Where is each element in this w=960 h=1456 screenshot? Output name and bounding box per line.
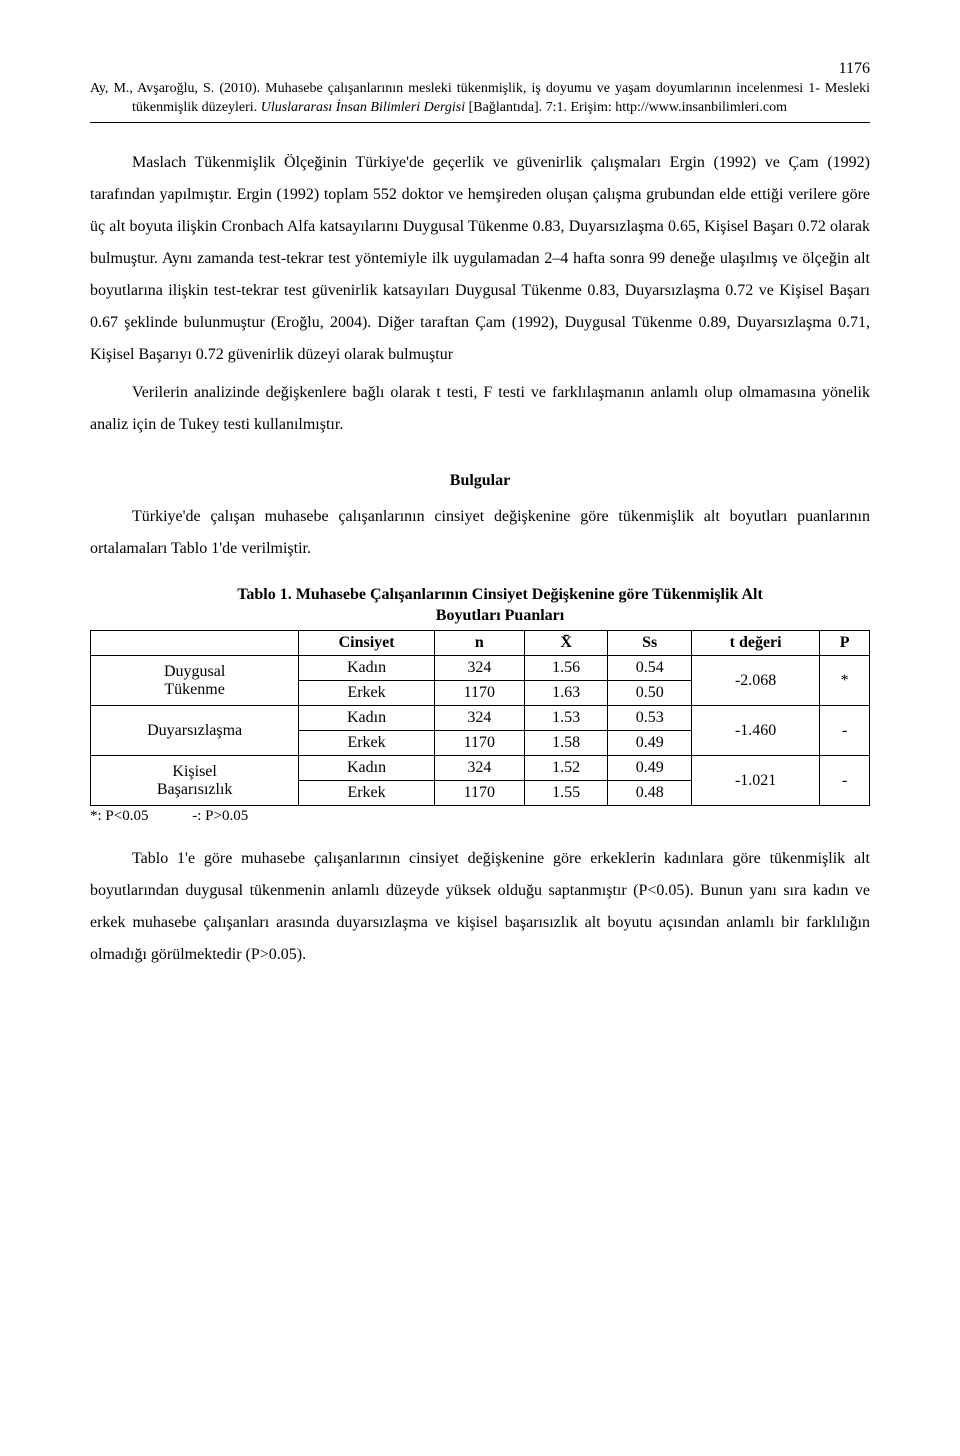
cell-n: 324 xyxy=(434,706,524,731)
cell-ss: 0.53 xyxy=(608,706,692,731)
cell-t: -1.021 xyxy=(692,756,820,806)
cell-n: 1170 xyxy=(434,731,524,756)
col-ss: Ss xyxy=(608,631,692,656)
citation-line3: [Bağlantıda]. 7:1. Erişim: http://www.in… xyxy=(469,100,787,115)
table-caption-line2: Boyutları Puanları xyxy=(436,607,564,624)
cell-n: 324 xyxy=(434,656,524,681)
cell-mean: 1.53 xyxy=(524,706,608,731)
col-blank xyxy=(91,631,299,656)
cell-cinsiyet: Erkek xyxy=(299,731,435,756)
body-text-after-table: Tablo 1'e göre muhasebe çalışanlarının c… xyxy=(90,843,870,971)
citation-line1: Ay, M., Avşaroğlu, S. (2010). Muhasebe ç… xyxy=(90,81,651,96)
cell-cinsiyet: Kadın xyxy=(299,706,435,731)
table-caption-line1: Tablo 1. Muhasebe Çalışanlarının Cinsiye… xyxy=(237,586,763,603)
row-group-label: KişiselBaşarısızlık xyxy=(91,756,299,806)
table-caption: Tablo 1. Muhasebe Çalışanlarının Cinsiye… xyxy=(90,585,870,627)
cell-cinsiyet: Kadın xyxy=(299,756,435,781)
paragraph-2: Verilerin analizinde değişkenlere bağlı … xyxy=(90,377,870,441)
col-p: P xyxy=(820,631,870,656)
cell-mean: 1.63 xyxy=(524,681,608,706)
cell-mean: 1.56 xyxy=(524,656,608,681)
cell-ss: 0.48 xyxy=(608,781,692,806)
cell-p: * xyxy=(820,656,870,706)
table-header-row: Cinsiyet n X̄ Ss t değeri P xyxy=(91,631,870,656)
cell-n: 324 xyxy=(434,756,524,781)
cell-ss: 0.49 xyxy=(608,756,692,781)
col-t: t değeri xyxy=(692,631,820,656)
cell-mean: 1.55 xyxy=(524,781,608,806)
table-1: Cinsiyet n X̄ Ss t değeri P DuygusalTüke… xyxy=(90,630,870,806)
paragraph-3: Türkiye'de çalışan muhasebe çalışanların… xyxy=(90,501,870,565)
table-row: DuygusalTükenmeKadın3241.560.54-2.068* xyxy=(91,656,870,681)
row-group-label: DuygusalTükenme xyxy=(91,656,299,706)
row-group-label: Duyarsızlaşma xyxy=(91,706,299,756)
table-footnote: *: P<0.05 -: P>0.05 xyxy=(90,808,870,825)
section-heading-bulgular: Bulgular xyxy=(90,465,870,497)
col-mean: X̄ xyxy=(524,631,608,656)
footnote-b: -: P>0.05 xyxy=(192,808,248,824)
cell-ss: 0.54 xyxy=(608,656,692,681)
page-number: 1176 xyxy=(90,60,870,78)
cell-ss: 0.50 xyxy=(608,681,692,706)
footnote-a: *: P<0.05 xyxy=(90,808,148,824)
cell-t: -2.068 xyxy=(692,656,820,706)
paragraph-1: Maslach Tükenmişlik Ölçeğinin Türkiye'de… xyxy=(90,147,870,371)
cell-t: -1.460 xyxy=(692,706,820,756)
col-cinsiyet: Cinsiyet xyxy=(299,631,435,656)
table-row: KişiselBaşarısızlıkKadın3241.520.49-1.02… xyxy=(91,756,870,781)
cell-cinsiyet: Kadın xyxy=(299,656,435,681)
col-n: n xyxy=(434,631,524,656)
cell-ss: 0.49 xyxy=(608,731,692,756)
cell-mean: 1.58 xyxy=(524,731,608,756)
header-divider xyxy=(90,122,870,123)
cell-n: 1170 xyxy=(434,781,524,806)
cell-cinsiyet: Erkek xyxy=(299,681,435,706)
cell-p: - xyxy=(820,756,870,806)
body-text: Maslach Tükenmişlik Ölçeğinin Türkiye'de… xyxy=(90,147,870,565)
cell-p: - xyxy=(820,706,870,756)
cell-n: 1170 xyxy=(434,681,524,706)
cell-cinsiyet: Erkek xyxy=(299,781,435,806)
table-row: DuyarsızlaşmaKadın3241.530.53-1.460- xyxy=(91,706,870,731)
citation-italic: Uluslararası İnsan Bilimleri Dergisi xyxy=(261,100,465,115)
header-citation: Ay, M., Avşaroğlu, S. (2010). Muhasebe ç… xyxy=(90,80,870,118)
paragraph-4: Tablo 1'e göre muhasebe çalışanlarının c… xyxy=(90,843,870,971)
cell-mean: 1.52 xyxy=(524,756,608,781)
